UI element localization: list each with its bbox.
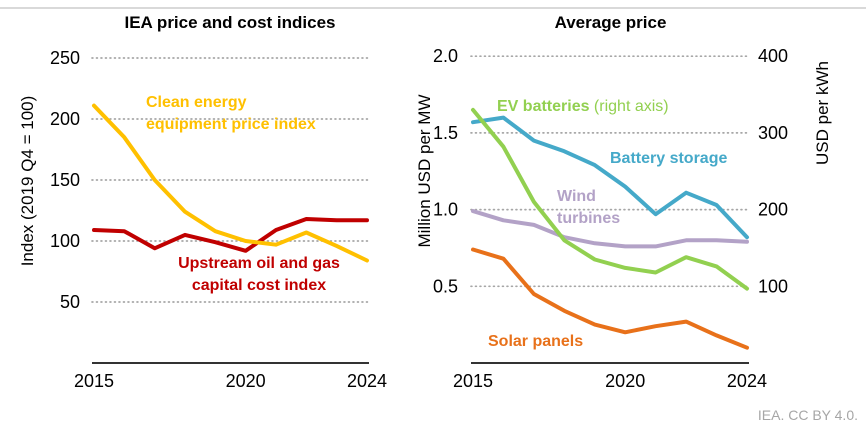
top-divider	[0, 7, 866, 9]
svg-text:2024: 2024	[347, 371, 387, 391]
svg-text:50: 50	[60, 292, 80, 312]
legend-upstream-oil-and-gas-capital-cost-index: Upstream oil and gas capital cost index	[148, 253, 370, 297]
legend-ev-batteries: EV batteries (right axis)	[497, 96, 669, 118]
svg-text:2015: 2015	[74, 371, 114, 391]
left-chart-title: IEA price and cost indices	[124, 13, 336, 32]
svg-text:1.0: 1.0	[433, 200, 458, 220]
attribution-text: IEA. CC BY 4.0.	[757, 407, 858, 423]
svg-text:1.5: 1.5	[433, 123, 458, 143]
svg-text:100: 100	[50, 231, 80, 251]
svg-text:200: 200	[50, 109, 80, 129]
legend-ev-batteries-bold: EV batteries	[497, 98, 590, 115]
svg-text:2020: 2020	[605, 371, 645, 391]
svg-text:2.0: 2.0	[433, 46, 458, 66]
legend-solar-panels: Solar panels	[488, 333, 584, 350]
svg-text:100: 100	[758, 276, 788, 296]
legend-line: Upstream oil and gas	[178, 255, 340, 272]
svg-text:150: 150	[50, 170, 80, 190]
svg-text:2015: 2015	[453, 371, 493, 391]
right-chart-title: Average price	[554, 13, 667, 32]
legend-ev-batteries-right-axis-note: (right axis)	[589, 98, 669, 115]
legend-clean-energy-equipment-price-index: Clean energy equipment price index	[146, 92, 316, 136]
svg-text:200: 200	[758, 200, 788, 220]
legend-line: equipment price index	[146, 116, 316, 133]
legend-line: Clean energy	[146, 94, 247, 111]
legend-line: turbines	[557, 210, 621, 227]
svg-text:250: 250	[50, 48, 80, 68]
svg-text:2024: 2024	[727, 371, 767, 391]
legend-wind-turbines: Wind turbines	[557, 186, 620, 230]
svg-text:2020: 2020	[226, 371, 266, 391]
legend-battery-storage: Battery storage	[610, 150, 728, 167]
svg-text:400: 400	[758, 46, 788, 66]
svg-text:0.5: 0.5	[433, 276, 458, 296]
legend-line: Wind	[557, 188, 596, 205]
legend-line: capital cost index	[191, 277, 327, 294]
svg-text:300: 300	[758, 123, 788, 143]
